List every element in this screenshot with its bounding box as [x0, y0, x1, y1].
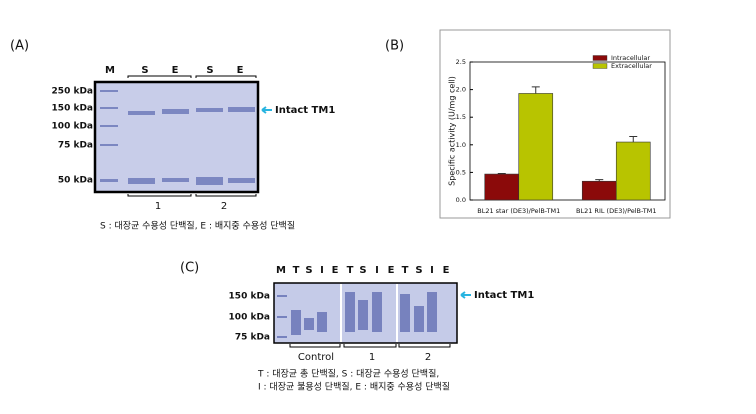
y-tick-label: 1.5 [456, 113, 466, 121]
legend-swatch [592, 63, 608, 69]
marker-label: 150 kDa [229, 292, 270, 302]
caption: T : 대장균 총 단백질, S : 대장균 수용성 단백질, [257, 368, 439, 380]
arrow [261, 106, 272, 114]
marker-label: 250 kDa [52, 87, 93, 97]
lane-label: S [206, 65, 213, 76]
arrow-label: Intact TM1 [275, 105, 335, 116]
group-label: Control [298, 352, 334, 363]
y-axis-label: Specific activity (U/mg cell) [448, 76, 457, 186]
error-bar [595, 179, 604, 182]
lane-label: M [276, 265, 286, 276]
gel-divider [396, 284, 398, 342]
marker-label: 50 kDa [58, 176, 93, 186]
lane-label: S [415, 265, 422, 276]
y-tick-label: 0.5 [456, 168, 466, 176]
gel-bands [277, 292, 437, 338]
lane-label: T [293, 265, 300, 276]
group-label: 2 [425, 352, 431, 363]
caption: S : 대장균 수용성 단백질, E : 배지중 수용성 단백질 [100, 220, 295, 232]
group-label: 1 [369, 352, 375, 363]
group-label: 2 [221, 201, 227, 212]
lane-label: I [375, 265, 379, 276]
lane-label: S [305, 265, 312, 276]
marker-label: 150 kDa [52, 104, 93, 114]
plot-area [469, 61, 666, 201]
group-label: 1 [155, 201, 161, 212]
caption: I : 대장균 불용성 단백질, E : 배지중 수용성 단백질 [258, 381, 450, 393]
legend-swatch [592, 55, 608, 61]
marker-label: 100 kDa [229, 313, 270, 323]
lane-label: E [237, 65, 244, 76]
lane-label: I [320, 265, 324, 276]
y-tick-label: 1.0 [456, 141, 466, 149]
lane-label: S [141, 65, 148, 76]
bar [484, 173, 520, 201]
lane-label: E [332, 265, 339, 276]
arrow [460, 291, 471, 299]
lane-label: E [443, 265, 450, 276]
gel [93, 80, 260, 194]
group-bracket [127, 194, 257, 197]
arrow-label: Intact TM1 [474, 290, 534, 301]
panel-label: (C) [180, 261, 199, 276]
lane-label: M [105, 65, 115, 76]
lane-label: I [430, 265, 434, 276]
bar [615, 141, 651, 201]
lane-bracket [127, 75, 257, 78]
lane-label: T [347, 265, 354, 276]
y-tick-label: 2.0 [456, 86, 466, 94]
marker-label: 100 kDa [52, 122, 93, 132]
panel-label: (B) [385, 39, 404, 54]
legend-label: Intracellular [611, 54, 650, 62]
gel-bands [100, 90, 255, 185]
group-bracket [289, 344, 451, 348]
lane-label: T [402, 265, 409, 276]
y-tick-label: 0.0 [456, 196, 466, 204]
x-tick-label: BL21 RIL (DE3)/PelB-TM1 [576, 207, 656, 215]
panel-label: (A) [10, 39, 29, 54]
gel-divider [340, 284, 342, 342]
bar [518, 93, 554, 201]
legend-label: Extracellular [611, 62, 652, 70]
error-bar [629, 136, 638, 143]
error-bar [497, 173, 506, 175]
y-tick-label: 2.5 [456, 58, 466, 66]
bar [581, 180, 617, 201]
marker-label: 75 kDa [58, 141, 93, 151]
lane-label: E [172, 65, 179, 76]
error-bar [531, 86, 540, 94]
lane-label: E [388, 265, 395, 276]
lane-label: S [359, 265, 366, 276]
chart: 0.0 0.5 1.0 1.5 2.0 2.5 Specific activity (U/m… [448, 54, 666, 215]
x-tick-label: BL21 star (DE3)/PelB-TM1 [477, 207, 560, 215]
marker-label: 75 kDa [235, 333, 270, 343]
